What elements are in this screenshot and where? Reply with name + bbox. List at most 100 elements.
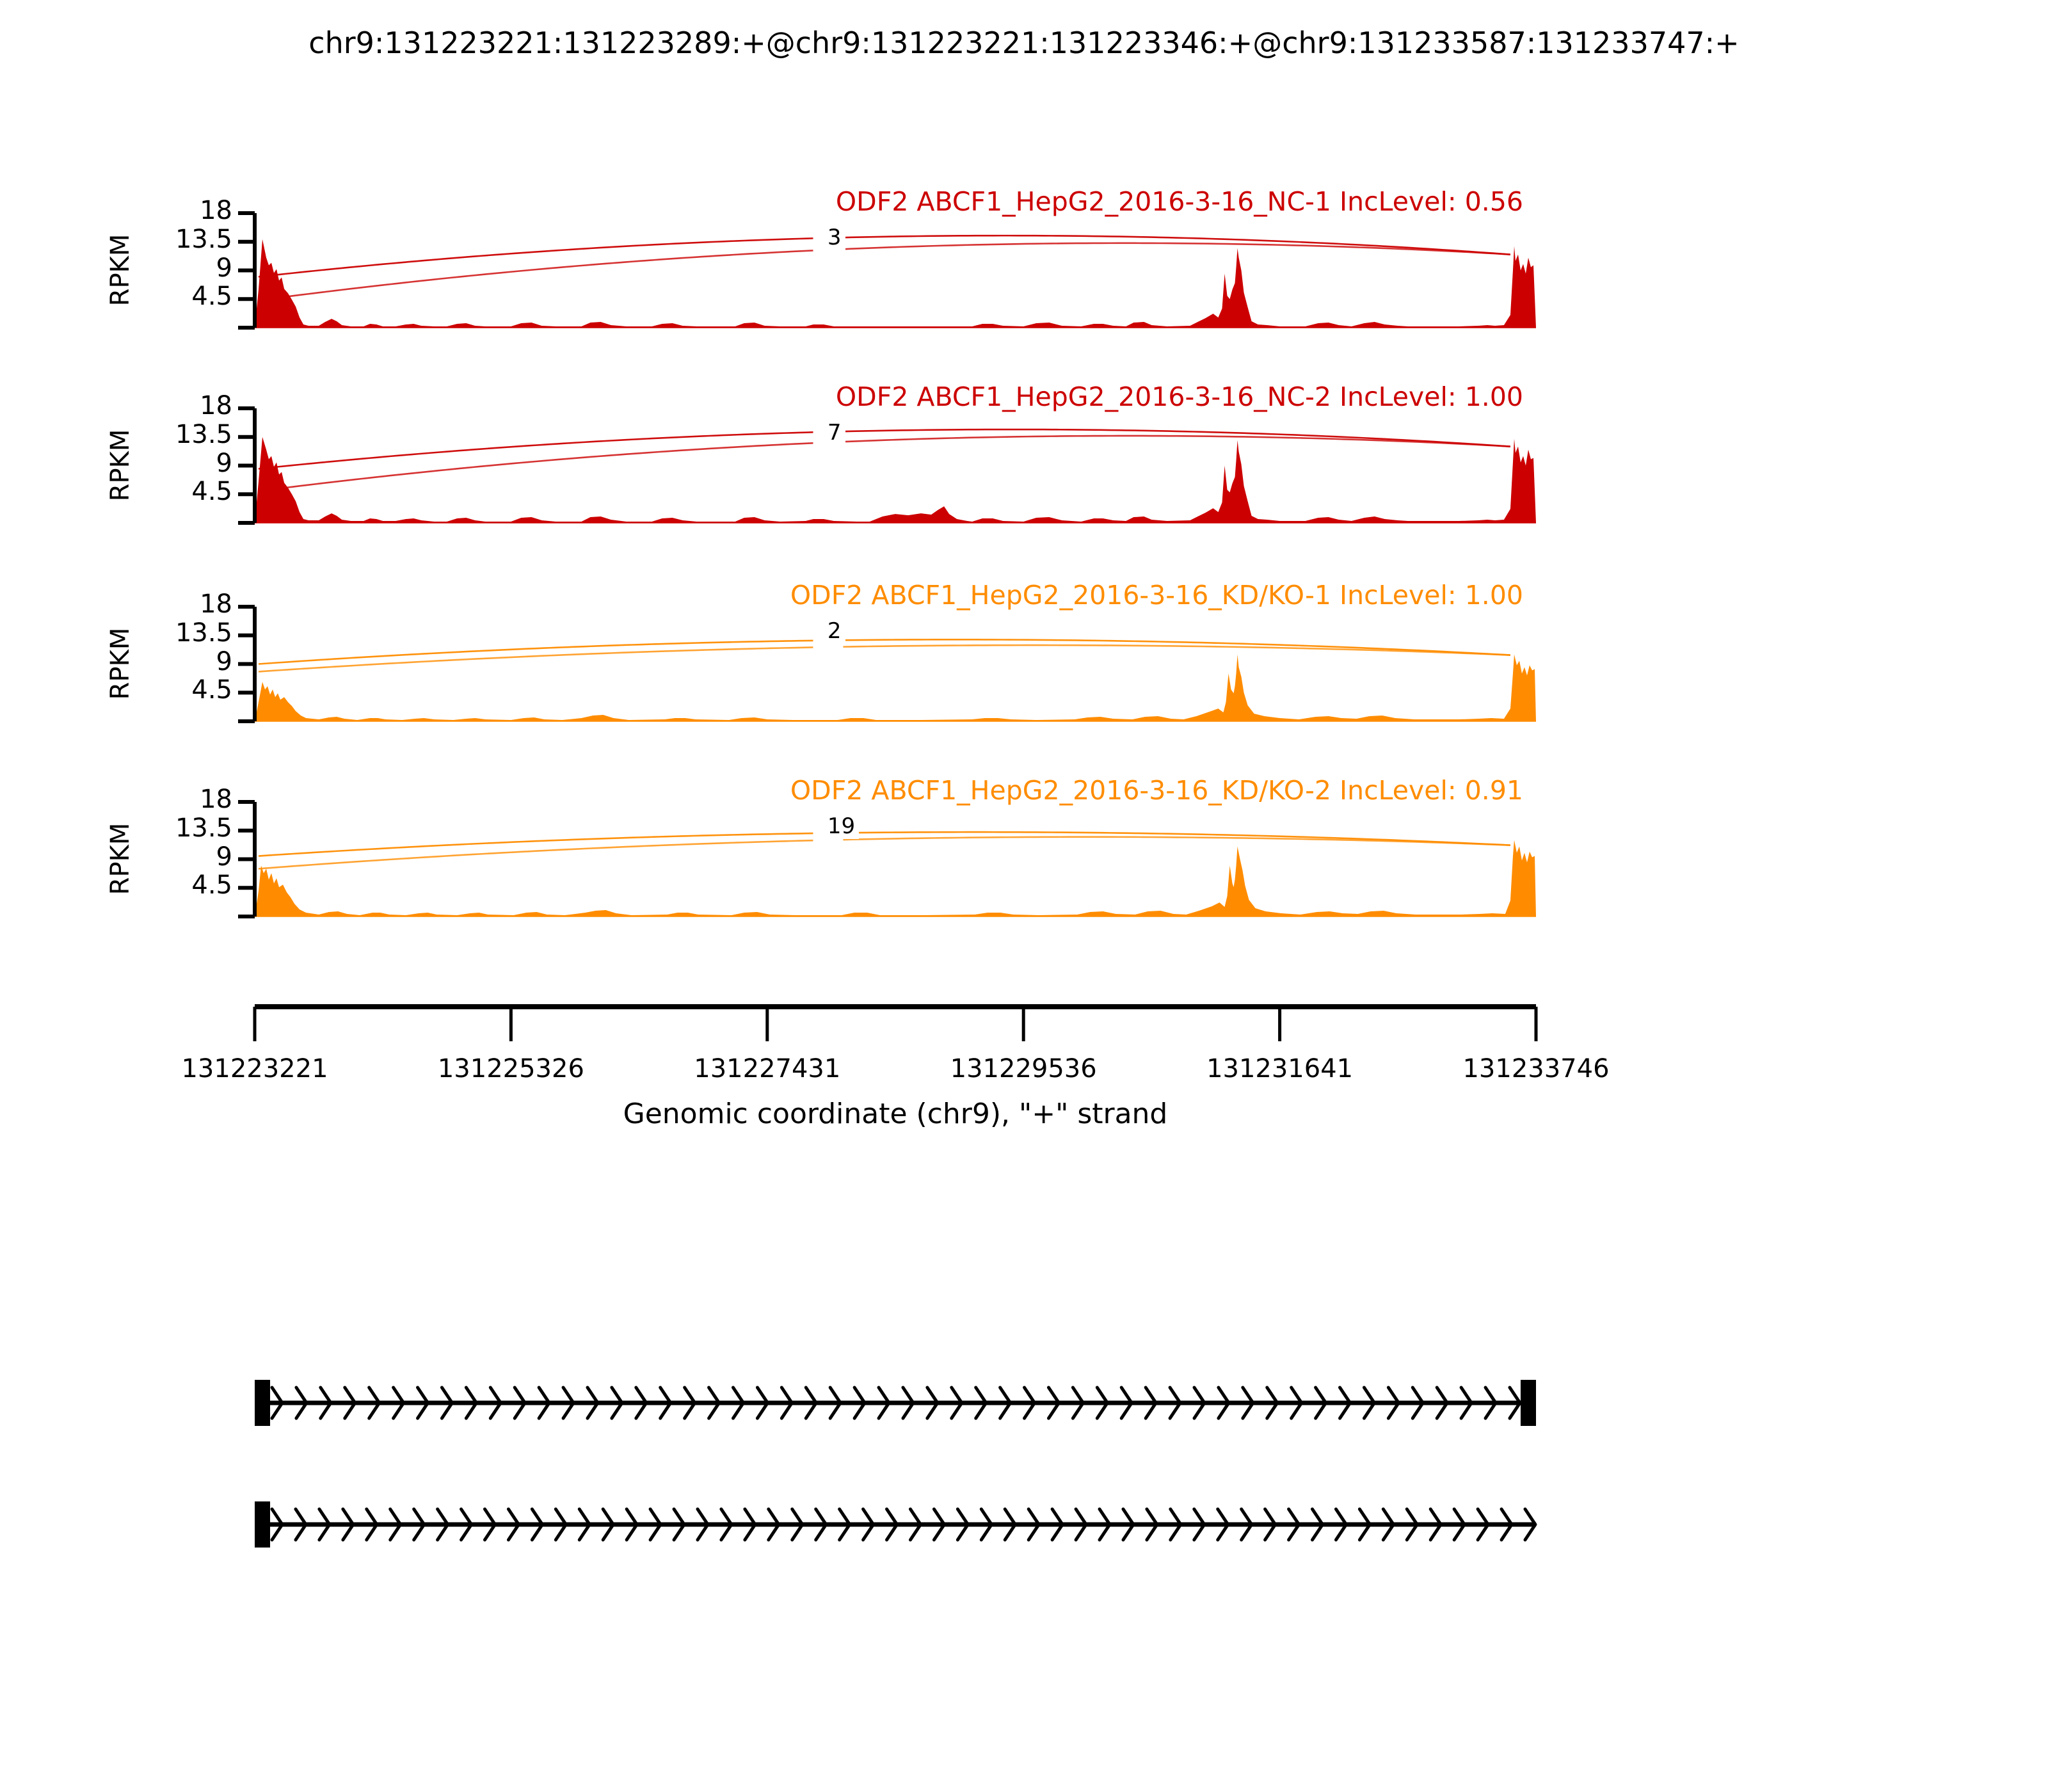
strand-arrow-icon — [780, 1386, 794, 1420]
y-axis-tick-label: 9 — [216, 448, 232, 478]
strand-arrow-icon — [956, 1507, 970, 1542]
y-axis-tick-label: 13.5 — [175, 618, 232, 648]
gene-model-1 — [255, 1380, 1536, 1426]
strand-arrow-icon — [925, 1386, 940, 1420]
splice-junction-arc — [843, 644, 1511, 656]
splice-junction-arc — [843, 639, 1511, 656]
splice-junction-arc — [258, 431, 813, 470]
strand-arrow-icon — [388, 1507, 403, 1542]
strand-arrow-icon — [1095, 1386, 1109, 1420]
x-axis-title: Genomic coordinate (chr9), "+" strand — [623, 1098, 1168, 1130]
splice-junction-arc — [843, 234, 1511, 255]
x-axis-tick-label: 131231641 — [1206, 1054, 1354, 1084]
strand-arrow-icon — [634, 1386, 648, 1420]
strand-arrow-icon — [1023, 1386, 1037, 1420]
strand-arrow-icon — [460, 1507, 474, 1542]
strand-arrow-icon — [1476, 1507, 1490, 1542]
splice-junction-arc — [258, 250, 813, 301]
strand-arrow-icon — [1334, 1507, 1348, 1542]
strand-arrow-icon — [1428, 1507, 1443, 1542]
y-axis-tick-label: 4.5 — [191, 675, 232, 705]
strand-arrow-icon — [743, 1507, 757, 1542]
strand-arrow-icon — [270, 1386, 284, 1420]
x-axis-tick-label: 131233746 — [1462, 1054, 1610, 1084]
strand-arrow-icon — [659, 1386, 673, 1420]
splice-junction-arc — [258, 237, 813, 278]
track-label: ODF2 ABCF1_HepG2_2016-3-16_NC-2 IncLevel… — [835, 381, 1523, 412]
strand-arrow-icon — [610, 1386, 624, 1420]
strand-arrow-icon — [1362, 1386, 1376, 1420]
strand-arrow-icon — [719, 1507, 733, 1542]
strand-arrow-icon — [828, 1386, 842, 1420]
strand-arrow-icon — [483, 1507, 497, 1542]
strand-arrow-icon — [696, 1507, 710, 1542]
y-axis-tick-label: 18 — [200, 391, 232, 420]
strand-arrow-icon — [838, 1507, 852, 1542]
strand-arrow-icon — [1500, 1507, 1514, 1542]
strand-arrow-icon — [586, 1386, 600, 1420]
strand-arrow-icon — [1311, 1507, 1325, 1542]
y-axis-tick-label: 9 — [216, 842, 232, 872]
strand-arrow-icon — [1314, 1386, 1328, 1420]
strand-arrow-icon — [294, 1507, 308, 1542]
strand-arrow-icon — [1290, 1386, 1304, 1420]
splice-junction-arc — [258, 839, 813, 870]
strand-arrow-icon — [767, 1507, 781, 1542]
track-label: ODF2 ABCF1_HepG2_2016-3-16_KD/KO-2 IncLe… — [790, 775, 1523, 806]
strand-arrow-icon — [755, 1386, 769, 1420]
strand-arrow-icon — [488, 1386, 502, 1420]
strand-arrow-icon — [1168, 1386, 1182, 1420]
strand-arrow-icon — [341, 1507, 355, 1542]
strand-arrow-icon — [1216, 1507, 1230, 1542]
splice-junction-arc — [258, 832, 813, 857]
splice-junction-arc — [843, 428, 1511, 447]
x-axis-tick-label: 131227431 — [694, 1054, 841, 1084]
strand-arrow-icon — [554, 1507, 568, 1542]
y-axis-tick-label: 4.5 — [191, 870, 232, 900]
strand-arrow-icon — [1119, 1386, 1133, 1420]
junction-read-count: 2 — [823, 618, 845, 644]
splice-junction-arc — [843, 435, 1511, 447]
y-axis-tick-label: 18 — [200, 196, 232, 225]
strand-arrow-icon — [814, 1507, 828, 1542]
exon-block — [1520, 1380, 1536, 1426]
strand-arrow-icon — [1050, 1507, 1064, 1542]
y-axis-tick-label: 13.5 — [175, 224, 232, 254]
strand-arrow-icon — [367, 1386, 381, 1420]
junction-read-count: 3 — [823, 225, 845, 250]
splice-junction-arc — [258, 646, 813, 673]
strand-arrow-icon — [707, 1386, 721, 1420]
strand-arrow-icon — [392, 1386, 406, 1420]
strand-arrow-icon — [1145, 1507, 1159, 1542]
strand-arrow-icon — [1411, 1386, 1425, 1420]
strand-arrow-icon — [1027, 1507, 1041, 1542]
strand-arrow-icon — [1287, 1507, 1301, 1542]
splice-junction-arc — [258, 442, 813, 492]
strand-arrow-icon — [1098, 1507, 1112, 1542]
strand-arrow-icon — [790, 1507, 804, 1542]
strand-arrow-icon — [1435, 1386, 1449, 1420]
splice-junction-arc — [258, 639, 813, 665]
strand-arrow-icon — [530, 1507, 544, 1542]
strand-arrow-icon — [1263, 1507, 1277, 1542]
exon-block — [255, 1380, 271, 1426]
strand-arrow-icon — [804, 1386, 818, 1420]
strand-arrow-icon — [436, 1507, 450, 1542]
x-axis-tick-label: 131225326 — [437, 1054, 584, 1084]
strand-arrow-icon — [732, 1386, 746, 1420]
track-label: ODF2 ABCF1_HepG2_2016-3-16_KD/KO-1 IncLe… — [790, 580, 1523, 611]
strand-arrow-icon — [1381, 1507, 1395, 1542]
strand-arrow-icon — [412, 1507, 426, 1542]
y-axis-tick-label: 4.5 — [191, 282, 232, 312]
strand-arrow-icon — [625, 1507, 639, 1542]
strand-arrow-icon — [577, 1507, 591, 1542]
strand-arrow-icon — [506, 1507, 520, 1542]
strand-arrow-icon — [877, 1386, 891, 1420]
strand-arrow-icon — [672, 1507, 686, 1542]
strand-arrow-icon — [861, 1507, 876, 1542]
strand-arrow-icon — [1074, 1507, 1088, 1542]
strand-arrow-icon — [1405, 1507, 1419, 1542]
